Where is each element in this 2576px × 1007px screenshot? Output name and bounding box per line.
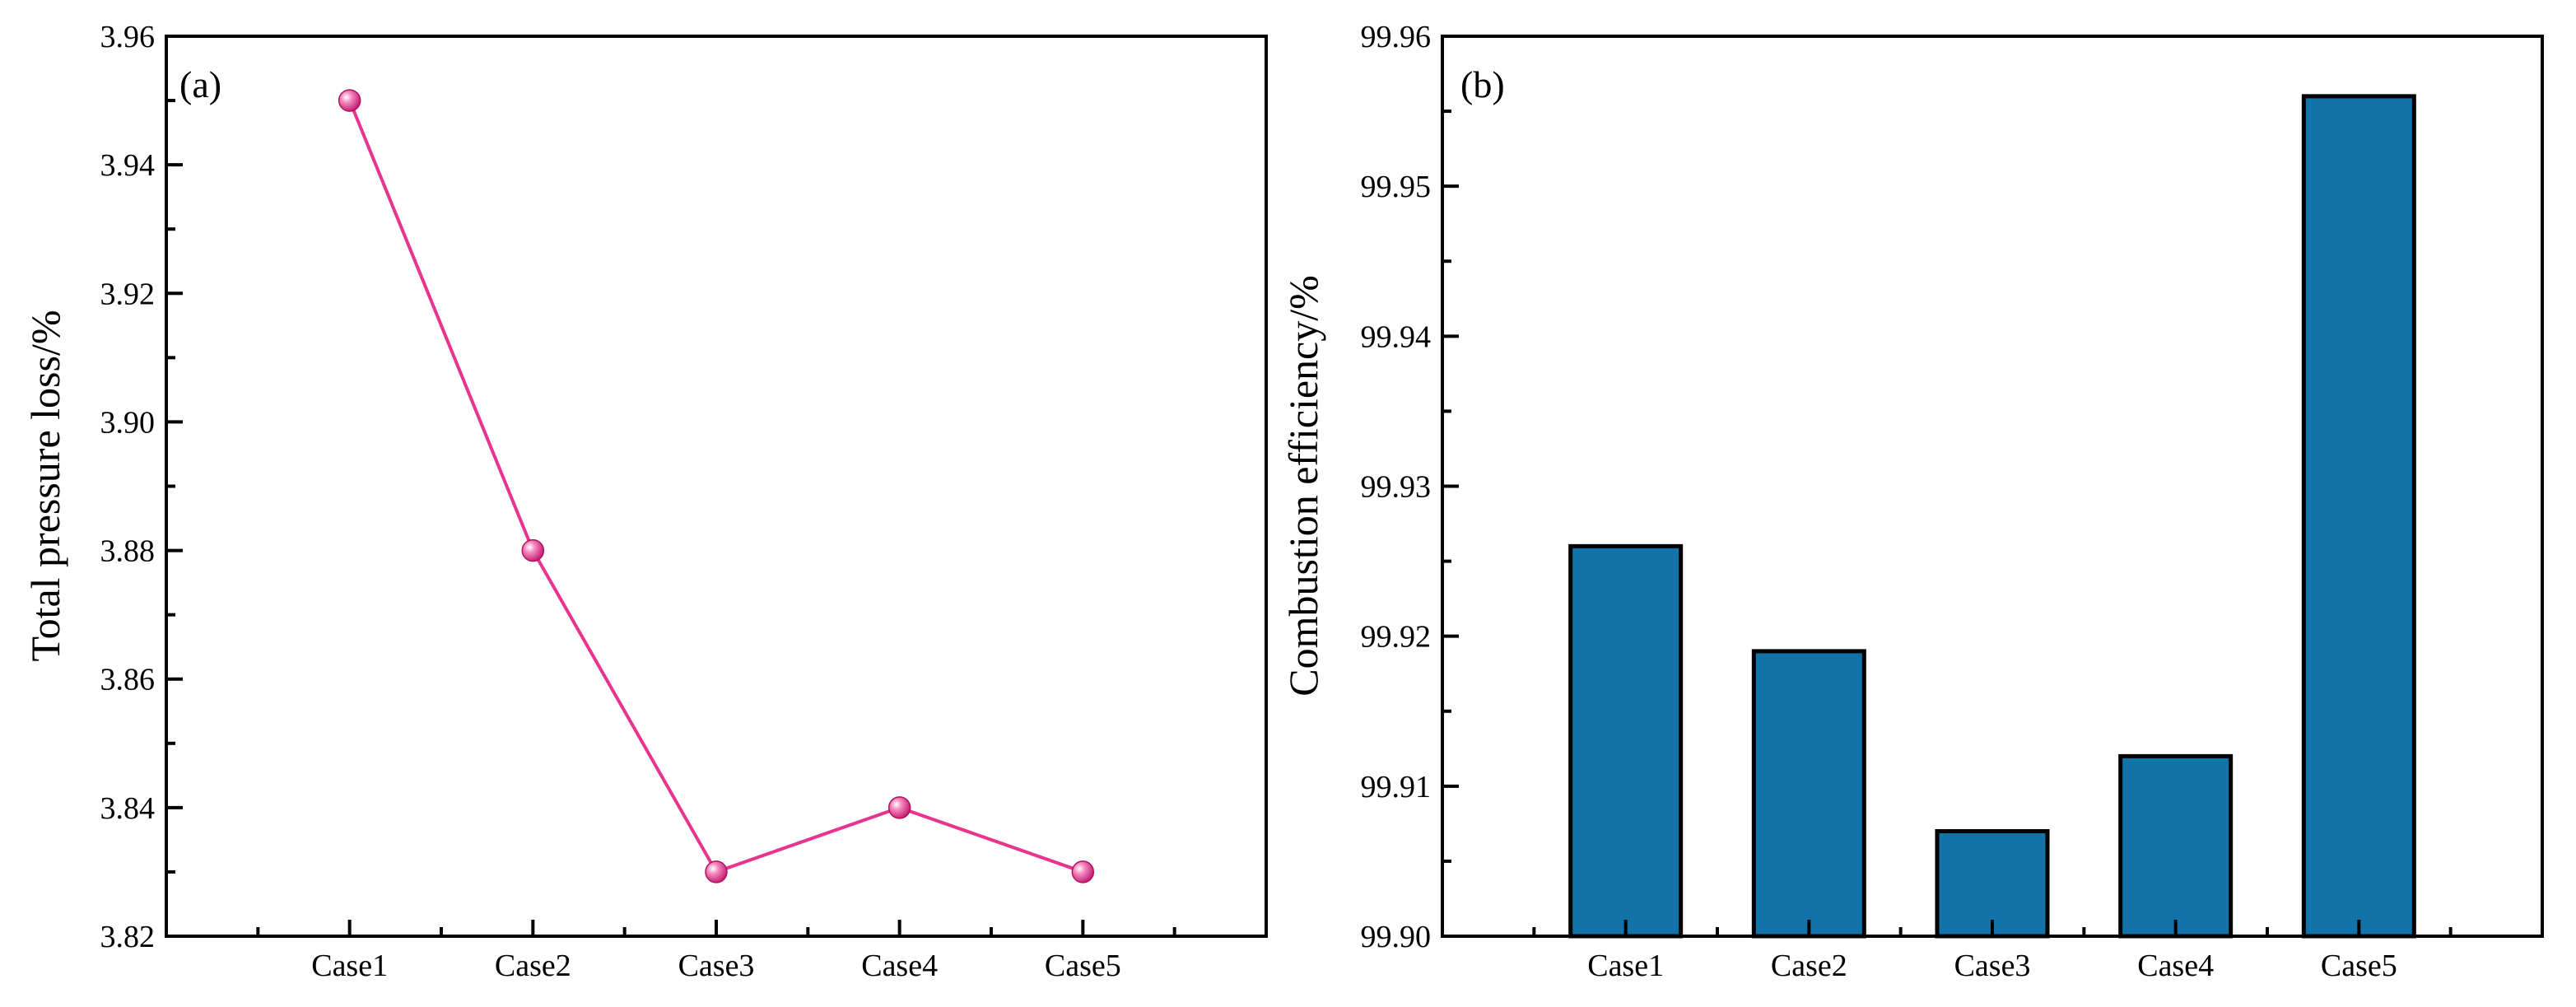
chart-b-y-tick-label: 99.90 [1361,920,1432,954]
chart-b-y-tick-label: 99.93 [1361,470,1432,505]
chart-a-y-tick-label: 3.88 [100,534,156,569]
chart-a-y-tick-label: 3.94 [100,148,156,183]
chart-a-y-tick-label: 3.84 [100,791,156,826]
chart-a-point [705,860,728,883]
chart-a-panel-label: (a) [179,63,221,105]
chart-a-y-tick-label: 3.86 [100,663,156,697]
chart-a-frame [165,35,1268,938]
chart-b-x-tick-label: Case2 [1771,949,1847,983]
chart-a-x-tick-label: Case5 [1045,949,1121,983]
chart-b-x-tick-label: Case4 [2137,949,2214,983]
chart-a-y-tick-label: 3.90 [100,405,156,440]
chart-b-bar [1568,543,1684,939]
chart-b-y-tick-label: 99.92 [1361,620,1432,655]
chart-a-x-tick-label: Case2 [495,949,571,983]
chart-b-y-tick-label: 99.94 [1361,319,1432,354]
chart-a-x-tick-label: Case1 [311,949,388,983]
chart-a-point [521,538,545,562]
chart-b-bar [1935,828,2050,939]
chart-b-bar [2301,94,2416,939]
chart-a-series-line [347,100,1083,874]
chart-b-x-tick-label: Case1 [1587,949,1664,983]
chart-b-y-tick-label: 99.95 [1361,170,1432,204]
chart-a-point [338,89,361,112]
chart-b-panel-label: (b) [1460,63,1505,105]
chart-b-bar [2118,753,2234,939]
chart-b-x-tick-label: Case5 [2321,949,2397,983]
chart-a-y-tick-label: 3.92 [100,277,156,311]
chart-b-x-tick-label: Case3 [1954,949,2031,983]
chart-a-point [1071,860,1095,883]
chart-a-x-tick-label: Case4 [861,949,938,983]
chart-b-y-tick-label: 99.96 [1361,20,1432,54]
chart-b-y-tick-label: 99.91 [1361,770,1432,804]
chart-a-point [887,796,911,819]
chart-b-bar [1751,649,1866,939]
chart-a-y-tick-label: 3.82 [100,920,156,954]
chart-a: (a) 3.82 3.84 3.86 3.88 3.90 3.92 3.94 3.96 Cas… [22,20,1268,983]
chart-b-y-axis-label: Combustion efficiency/% [1280,275,1326,696]
chart-a-x-tick-label: Case3 [678,949,755,983]
chart-a-y-tick-label: 3.96 [100,20,156,54]
chart-a-y-axis-label: Total pressure loss/% [22,310,68,662]
chart-b: (b) 99.9099.9199.9299.9399.9499.9599.96 … [1280,20,2544,983]
